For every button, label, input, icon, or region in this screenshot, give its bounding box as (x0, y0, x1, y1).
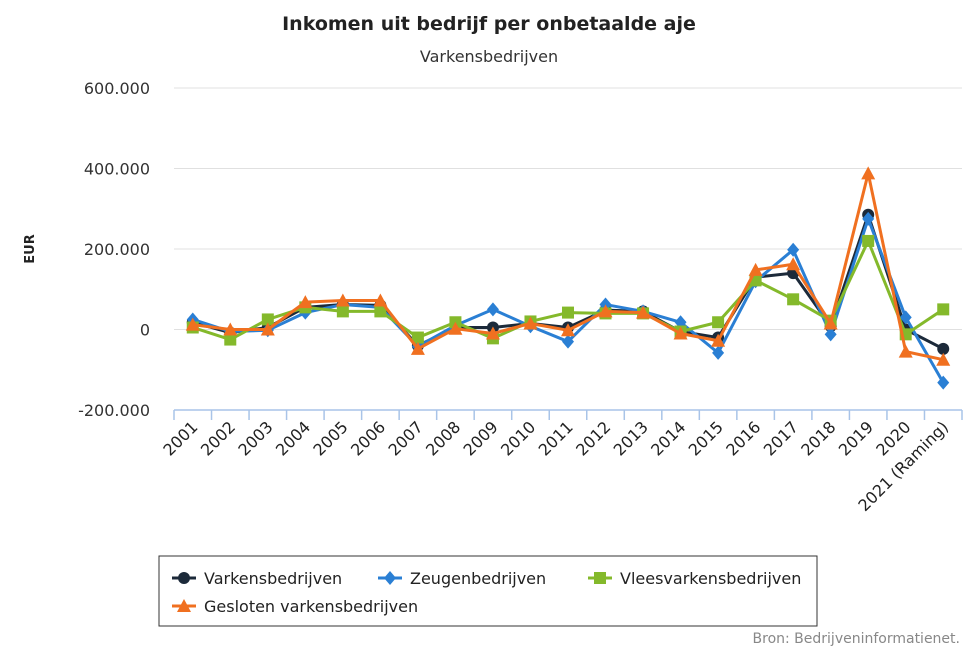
data-point[interactable] (712, 316, 725, 329)
data-point[interactable] (223, 322, 238, 336)
legend-item[interactable]: Varkensbedrijven (172, 569, 342, 588)
data-point[interactable] (185, 317, 200, 331)
x-tick-label: 2007 (385, 417, 427, 459)
y-tick-label: -200.000 (78, 401, 150, 420)
data-point[interactable] (937, 375, 950, 390)
y-axis-ticks: -200.000 0 200.000 400.000 600.000 (78, 79, 150, 420)
legend-box (158, 555, 818, 627)
data-point[interactable] (861, 166, 876, 180)
data-point[interactable] (411, 331, 424, 344)
data-point[interactable] (410, 341, 425, 355)
y-tick-label: 400.000 (84, 160, 150, 179)
data-point[interactable] (862, 211, 875, 226)
data-point[interactable] (523, 316, 538, 330)
data-point[interactable] (748, 262, 763, 276)
x-tick-label: 2011 (535, 417, 577, 459)
legend-label: Zeugenbedrijven (410, 569, 546, 588)
data-point[interactable] (636, 305, 651, 319)
x-tick-label: 2012 (572, 417, 614, 459)
data-point[interactable] (562, 334, 574, 349)
data-point[interactable] (598, 304, 613, 318)
legend-label: Gesloten varkensbedrijven (204, 597, 418, 616)
data-point[interactable] (824, 327, 837, 342)
legend-item[interactable]: Zeugenbedrijven (378, 569, 546, 588)
x-tick-label: 2006 (347, 417, 389, 459)
data-point[interactable] (374, 305, 387, 318)
y-axis-label: EUR (23, 234, 38, 263)
data-point[interactable] (486, 302, 499, 317)
x-tick-label: 2018 (797, 417, 839, 459)
legend-marker (178, 572, 190, 584)
legend-marker (594, 572, 606, 584)
data-point[interactable] (373, 293, 388, 307)
series-gesloten-varkensbedrijven (185, 166, 951, 366)
data-point[interactable] (937, 342, 950, 355)
data-point[interactable] (898, 344, 913, 358)
legend-item[interactable]: Vleesvarkensbedrijven (588, 569, 801, 588)
chart-title: Inkomen uit bedrijf per onbetaalde aje (282, 13, 696, 35)
legend: Varkensbedrijven Zeugenbedrijven Vleesvark… (158, 555, 818, 627)
data-point[interactable] (711, 333, 726, 347)
data-point[interactable] (298, 295, 313, 309)
data-point[interactable] (261, 313, 274, 326)
x-tick-label: 2016 (722, 417, 764, 459)
data-point[interactable] (787, 242, 800, 257)
x-tick-label: 2017 (760, 417, 802, 459)
series-group (185, 166, 951, 390)
data-point[interactable] (862, 234, 875, 247)
legend-label: Vleesvarkensbedrijven (620, 569, 801, 588)
chart-subtitle: Varkensbedrijven (420, 47, 558, 66)
data-point[interactable] (936, 352, 951, 366)
data-point[interactable] (260, 322, 275, 336)
data-point[interactable] (937, 303, 950, 316)
data-point[interactable] (712, 345, 725, 360)
x-tick-label: 2015 (685, 417, 727, 459)
data-point[interactable] (823, 316, 838, 330)
x-tick-label: 2003 (234, 417, 276, 459)
data-point[interactable] (673, 326, 688, 340)
data-point[interactable] (786, 257, 801, 271)
x-tick-label: 2010 (497, 417, 539, 459)
data-point[interactable] (485, 326, 500, 340)
legend-marker (177, 599, 191, 612)
data-point[interactable] (336, 305, 349, 318)
y-tick-label: 200.000 (84, 240, 150, 259)
data-point[interactable] (448, 321, 463, 335)
legend-item[interactable]: Gesloten varkensbedrijven (172, 597, 418, 616)
y-tick-label: 600.000 (84, 79, 150, 98)
legend-label: Varkensbedrijven (204, 569, 342, 588)
x-tick-label: 2001 (159, 417, 201, 459)
x-tick-label: 2004 (272, 417, 314, 459)
data-point[interactable] (335, 293, 350, 307)
y-tick-label: 0 (140, 321, 150, 340)
data-point[interactable] (224, 333, 237, 346)
legend-marker (384, 571, 396, 585)
x-tick-label: 2013 (610, 417, 652, 459)
x-tick-label: 2005 (309, 417, 351, 459)
x-tick-label: 2019 (835, 417, 877, 459)
x-axis: 2001200220032004200520062007200820092010… (159, 409, 963, 515)
data-point[interactable] (561, 323, 575, 337)
x-tick-label: 2002 (197, 417, 239, 459)
x-tick-label: 2009 (460, 417, 502, 459)
x-tick-label: 2014 (647, 417, 689, 459)
data-point[interactable] (787, 293, 800, 306)
data-point[interactable] (899, 310, 912, 325)
data-point[interactable] (562, 306, 574, 319)
credit-text: Bron: Bedrijveninformatienet. (753, 631, 960, 647)
x-tick-label: 2008 (422, 417, 464, 459)
